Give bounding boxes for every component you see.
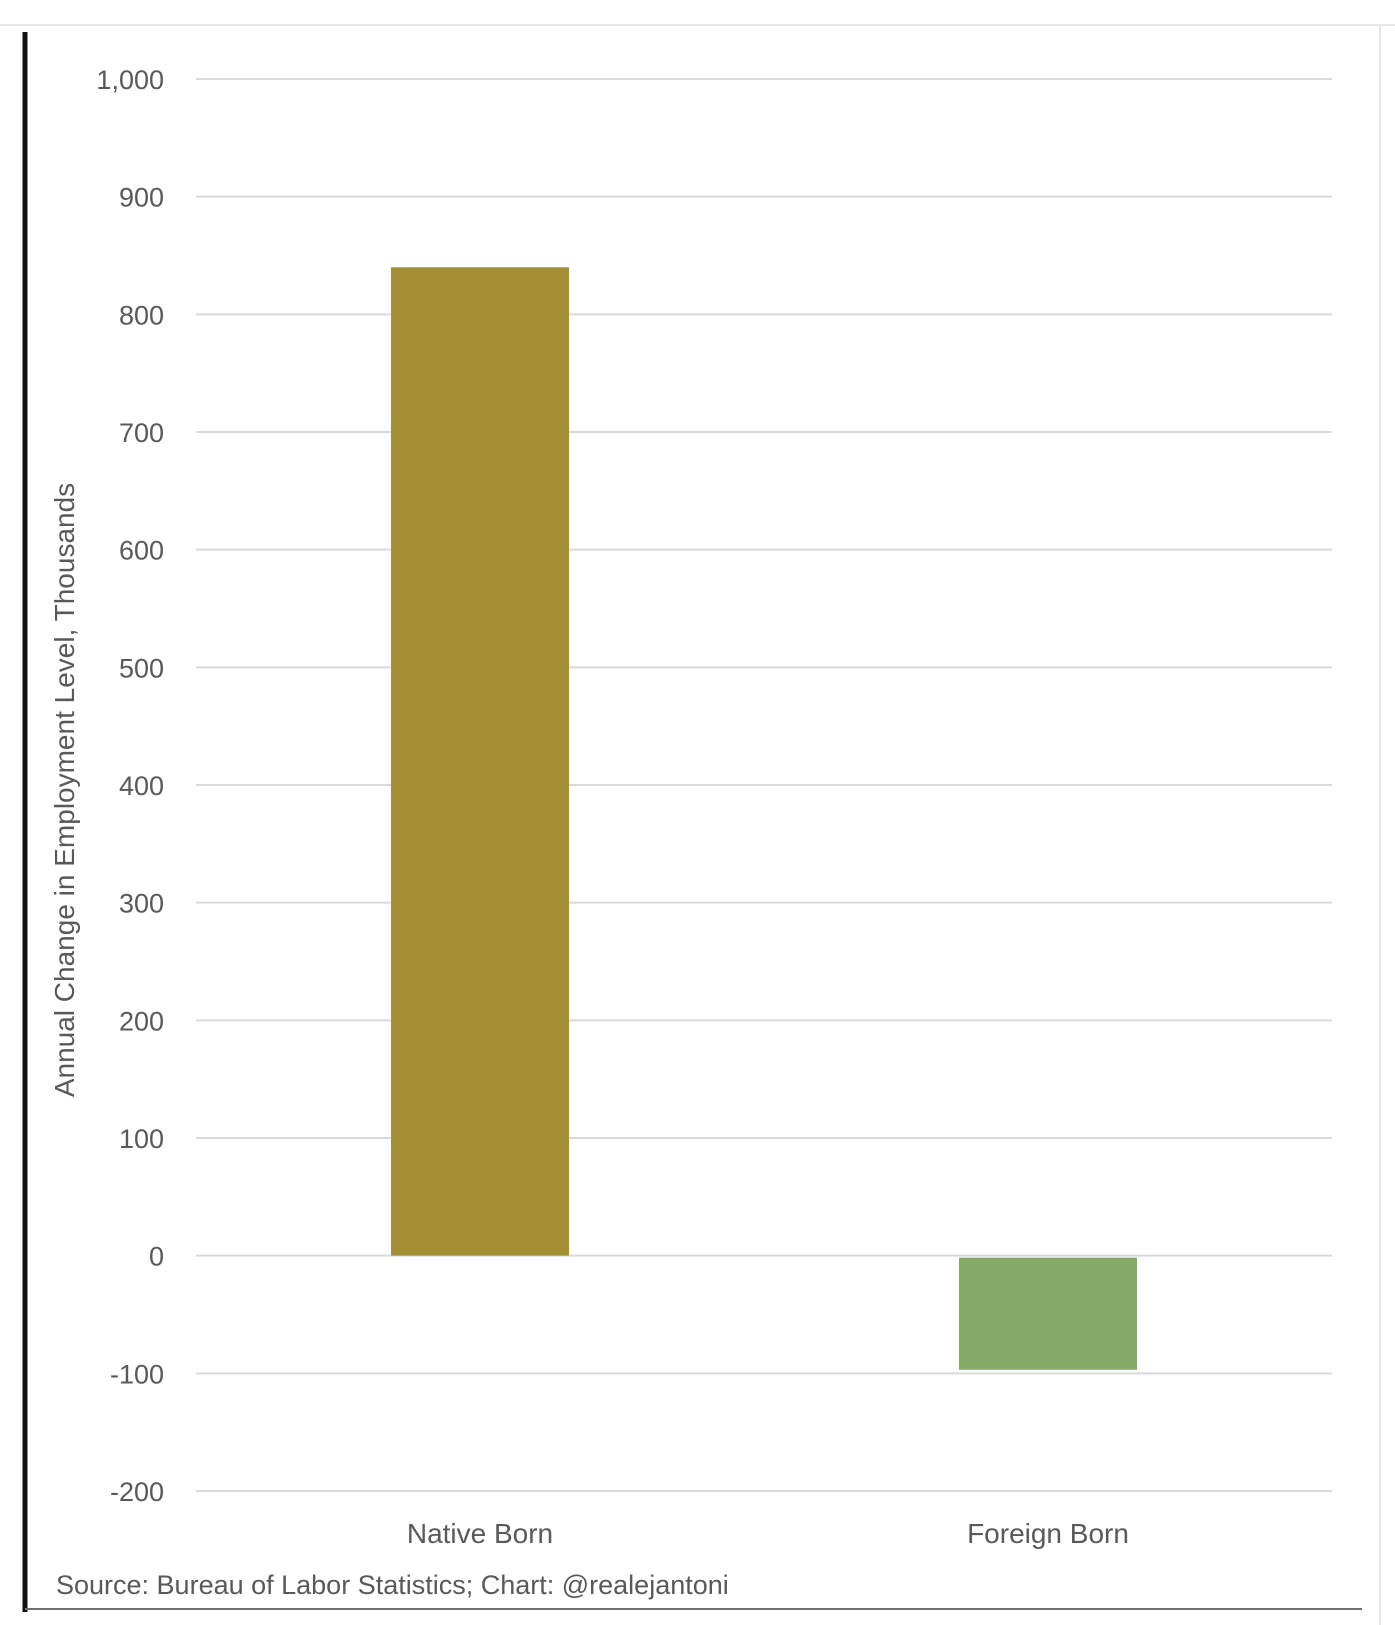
y-tick-label: -200 [110,1477,164,1507]
y-tick-label: 200 [119,1006,164,1036]
y-tick-label: 100 [119,1124,164,1154]
y-tick-label: 500 [119,653,164,683]
gridlines [196,78,1332,1492]
y-tick-label: 0 [149,1242,164,1272]
y-tick-label: 300 [119,889,164,919]
y-tick-label: 700 [119,418,164,448]
y-axis-title: Annual Change in Employment Level, Thous… [49,483,80,1097]
y-tick-label: 900 [119,183,164,213]
y-tick-label: 400 [119,771,164,801]
bars [391,267,1137,1370]
bar-native-born [391,267,569,1256]
y-tick-label: 600 [119,536,164,566]
bar-foreign-born [959,1257,1137,1370]
y-axis-tick-labels: 1,000 900 800 700 600 500 400 300 200 100 0 -100 -20… [96,65,164,1507]
source-note: Source: Bureau of Labor Statistics; Char… [56,1570,729,1600]
x-axis-category-labels: Native Born Foreign Born [407,1518,1129,1549]
y-tick-label: 800 [119,300,164,330]
x-category-label: Foreign Born [967,1518,1129,1549]
x-category-label: Native Born [407,1518,553,1549]
y-tick-label: 1,000 [96,65,164,95]
y-tick-label: -100 [110,1359,164,1389]
